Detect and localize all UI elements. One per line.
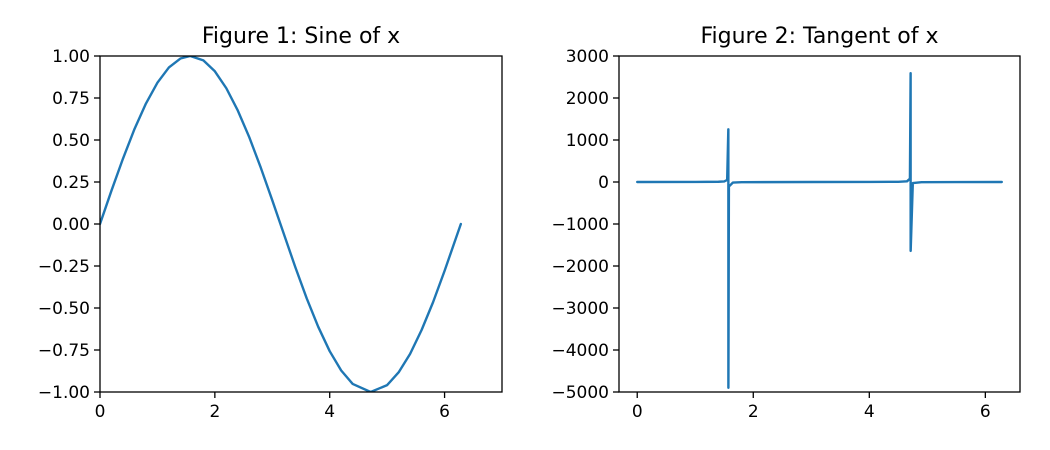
y-tick-label: −2000 [551, 257, 609, 277]
chart-panel-1: Figure 1: Sine of x 0 2 4 6 −1.00 −0.75 −0.50 −0… [38, 24, 503, 422]
y-tick-label: 0.25 [52, 173, 90, 193]
axes-frame [618, 55, 1021, 393]
x-tick-label: 2 [748, 402, 759, 422]
series-line-1 [636, 72, 1003, 389]
y-tick-label: 3000 [566, 47, 609, 67]
x-tick-label: 4 [864, 402, 875, 422]
x-tick-label: 0 [632, 402, 643, 422]
y-tick-label: 2000 [566, 89, 609, 109]
y-tick-label: −4000 [551, 341, 609, 361]
x-tick-label: 4 [324, 402, 335, 422]
y-tick-label: −1.00 [38, 383, 90, 403]
series-line-1 [100, 56, 463, 392]
x-tick-label: 2 [209, 402, 220, 422]
x-tick-label: 0 [95, 402, 106, 422]
y-tick-label: 0.50 [52, 131, 90, 151]
y-tick-label: −0.75 [38, 341, 90, 361]
y-tick-label: −1000 [551, 215, 609, 235]
y-tick-label: 0.75 [52, 89, 90, 109]
y-tick-label: 0.00 [52, 215, 90, 235]
y-tick-label: −0.25 [38, 257, 90, 277]
chart-title: Figure 2: Tangent of x [700, 24, 938, 49]
y-tick-label: 0 [598, 173, 609, 193]
y-tick-label: 1000 [566, 131, 609, 151]
chart-title: Figure 1: Sine of x [202, 24, 400, 49]
x-tick-label: 6 [439, 402, 450, 422]
x-tick-label: 6 [980, 402, 991, 422]
y-tick-label: −3000 [551, 299, 609, 319]
y-tick-label: 1.00 [52, 47, 90, 67]
y-tick-label: −0.50 [38, 299, 90, 319]
chart-panel-2: Figure 2: Tangent of x 0 2 4 6 −5000 −4000 −300… [551, 24, 1021, 422]
y-tick-label: −5000 [551, 383, 609, 403]
axes-frame [99, 55, 503, 393]
